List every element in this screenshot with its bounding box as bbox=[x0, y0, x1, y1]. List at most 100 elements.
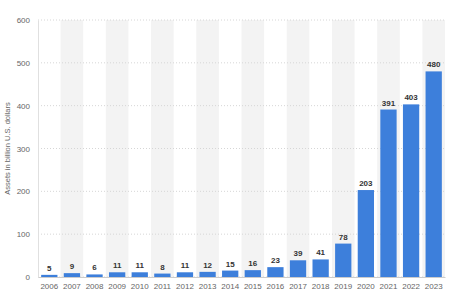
x-tick: 2007 bbox=[63, 277, 81, 291]
bar bbox=[426, 71, 442, 277]
y-axis: 0 100 200 300 400 500 600 bbox=[17, 16, 39, 282]
x-tick-label: 2017 bbox=[289, 282, 307, 291]
bar bbox=[267, 267, 283, 277]
bar bbox=[335, 244, 351, 277]
data-label: 391 bbox=[382, 99, 396, 108]
x-axis-line bbox=[39, 277, 446, 278]
y-tick: 500 bbox=[17, 59, 38, 68]
bar bbox=[64, 273, 80, 277]
y-tick: 100 bbox=[17, 230, 38, 239]
data-label: 203 bbox=[359, 179, 373, 188]
y-tick-label: 200 bbox=[17, 187, 31, 196]
x-tick: 2011 bbox=[154, 277, 172, 291]
data-label: 12 bbox=[203, 261, 212, 270]
stripes bbox=[61, 20, 445, 277]
x-tick: 2019 bbox=[334, 277, 352, 291]
x-tick: 2010 bbox=[131, 277, 149, 291]
x-tick-label: 2007 bbox=[63, 282, 81, 291]
x-tick-label: 2008 bbox=[86, 282, 104, 291]
grid bbox=[38, 20, 445, 277]
data-label: 8 bbox=[160, 263, 165, 272]
data-label: 11 bbox=[181, 261, 190, 270]
data-labels: 5 9 6 11 11 8 11 12 15 16 23 39 41 78 203 391 403 480 bbox=[47, 60, 441, 272]
x-tick: 2016 bbox=[267, 277, 285, 291]
x-tick: 2006 bbox=[40, 277, 58, 291]
data-label: 11 bbox=[136, 261, 145, 270]
x-tick: 2014 bbox=[221, 277, 239, 291]
x-tick-label: 2018 bbox=[312, 282, 330, 291]
x-tick: 2023 bbox=[425, 277, 443, 291]
x-tick: 2013 bbox=[199, 277, 217, 291]
x-tick-label: 2015 bbox=[244, 282, 262, 291]
x-tick-label: 2021 bbox=[380, 282, 398, 291]
y-tick: 300 bbox=[17, 145, 38, 154]
bar bbox=[245, 270, 261, 277]
x-tick-label: 2010 bbox=[131, 282, 149, 291]
y-tick-label: 400 bbox=[17, 102, 31, 111]
bar bbox=[86, 274, 102, 277]
bar bbox=[154, 274, 170, 277]
y-tick-label: 500 bbox=[17, 59, 31, 68]
data-label: 78 bbox=[339, 233, 348, 242]
y-tick: 0 bbox=[26, 273, 38, 282]
x-tick-label: 2014 bbox=[221, 282, 239, 291]
y-axis-title: Assets in billion U.S. dollars bbox=[3, 102, 12, 195]
x-tick: 2009 bbox=[108, 277, 126, 291]
bar bbox=[199, 272, 215, 277]
x-tick: 2017 bbox=[289, 277, 307, 291]
y-tick: 400 bbox=[17, 102, 38, 111]
column-stripe bbox=[422, 20, 445, 277]
data-label: 16 bbox=[248, 259, 257, 268]
data-label: 6 bbox=[92, 263, 97, 272]
x-tick: 2008 bbox=[86, 277, 104, 291]
bar bbox=[177, 272, 193, 277]
y-tick-label: 600 bbox=[17, 16, 31, 25]
x-tick-label: 2013 bbox=[199, 282, 217, 291]
x-tick-label: 2019 bbox=[334, 282, 352, 291]
x-tick: 2012 bbox=[176, 277, 194, 291]
bar bbox=[358, 190, 374, 277]
x-tick-label: 2012 bbox=[176, 282, 194, 291]
data-label: 5 bbox=[47, 264, 52, 273]
x-tick-label: 2023 bbox=[425, 282, 443, 291]
y-tick-label: 300 bbox=[17, 145, 31, 154]
bar bbox=[41, 275, 57, 277]
bar bbox=[132, 272, 148, 277]
data-label: 480 bbox=[427, 60, 441, 69]
x-tick: 2021 bbox=[380, 277, 398, 291]
bar bbox=[222, 271, 238, 277]
data-label: 15 bbox=[226, 260, 235, 269]
grid-line bbox=[38, 20, 445, 21]
x-tick-label: 2006 bbox=[40, 282, 58, 291]
x-tick-label: 2009 bbox=[108, 282, 126, 291]
y-tick-label: 0 bbox=[26, 273, 31, 282]
data-label: 41 bbox=[316, 248, 325, 257]
x-tick: 2018 bbox=[312, 277, 330, 291]
y-tick-label: 100 bbox=[17, 230, 31, 239]
x-tick-label: 2022 bbox=[402, 282, 420, 291]
data-label: 9 bbox=[70, 262, 75, 271]
data-label: 403 bbox=[404, 93, 418, 102]
grid-line bbox=[38, 62, 445, 63]
x-tick: 2015 bbox=[244, 277, 262, 291]
column-stripe bbox=[377, 20, 400, 277]
data-label: 23 bbox=[271, 256, 280, 265]
y-tick: 200 bbox=[17, 187, 38, 196]
x-tick-label: 2020 bbox=[357, 282, 375, 291]
data-label: 11 bbox=[113, 261, 122, 270]
data-label: 39 bbox=[294, 249, 303, 258]
x-tick-label: 2011 bbox=[154, 282, 172, 291]
bar bbox=[403, 104, 419, 277]
x-axis: 2006 2007 2008 2009 2010 2011 2012 2013 2014 2015… bbox=[39, 277, 446, 291]
x-tick-label: 2016 bbox=[267, 282, 285, 291]
chart: 0100200300400500600200620072008200920102… bbox=[0, 0, 450, 297]
bar bbox=[380, 110, 396, 277]
x-tick: 2020 bbox=[357, 277, 375, 291]
bars bbox=[41, 71, 442, 277]
x-tick: 2022 bbox=[402, 277, 420, 291]
bar bbox=[109, 272, 125, 277]
plot: 0100200300400500600200620072008200920102… bbox=[17, 16, 446, 291]
y-tick: 600 bbox=[17, 16, 38, 25]
bar bbox=[290, 260, 306, 277]
bar bbox=[312, 259, 328, 277]
